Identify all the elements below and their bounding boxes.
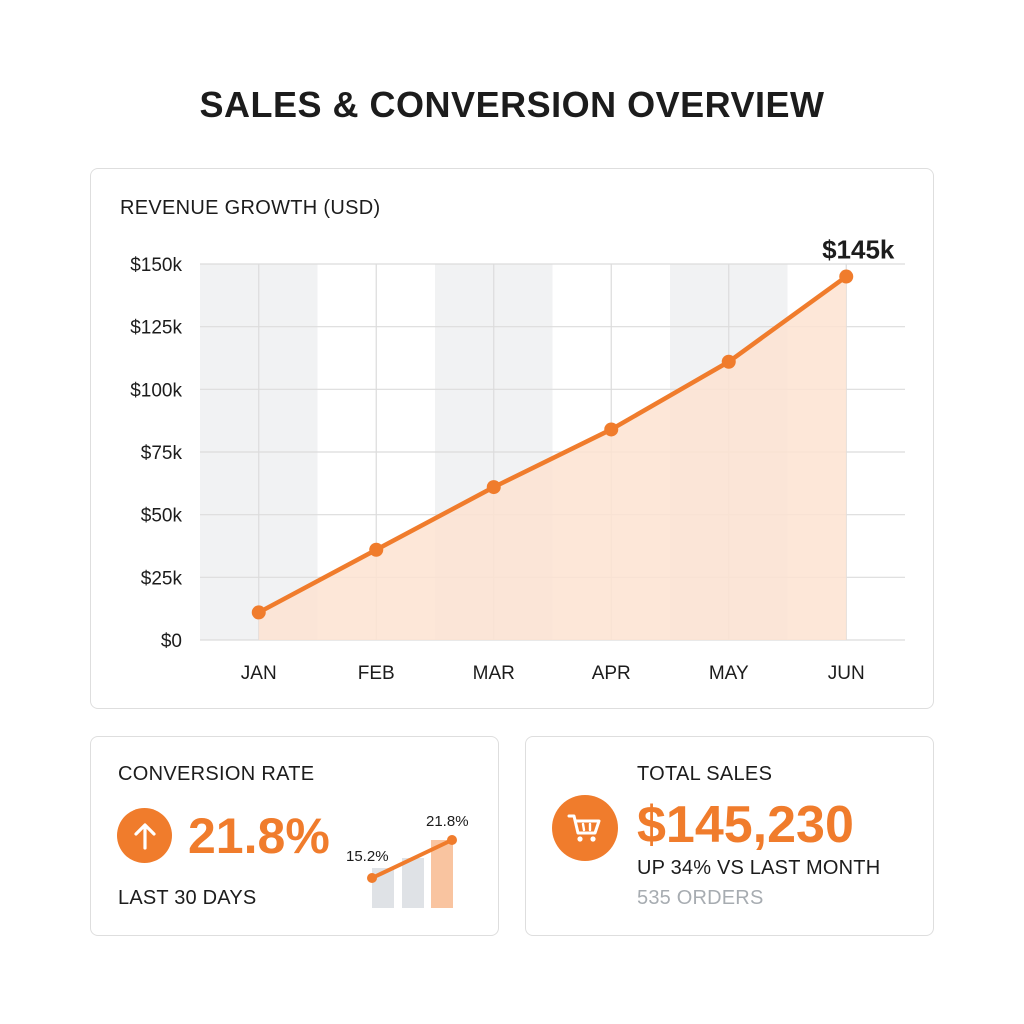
y-tick-label: $100k (130, 380, 182, 401)
x-tick-label: JAN (241, 663, 277, 684)
conversion-rate-value: 21.8% (188, 808, 330, 864)
data-point (486, 480, 501, 495)
y-tick-label: $125k (130, 318, 182, 339)
data-point (251, 605, 266, 620)
mini-bar (402, 858, 424, 908)
data-point (604, 422, 619, 437)
revenue-chart: $0 $25k $50k $75k $100k $125k $150k JAN FEB MAR A… (130, 235, 905, 684)
mini-trend-line (370, 838, 454, 880)
orders-count: 535 ORDERS (637, 887, 764, 909)
mini-end-point (447, 835, 457, 845)
total-sales-label: TOTAL SALES (637, 763, 773, 785)
revenue-line (256, 274, 849, 615)
y-tick-label: $150k (130, 255, 182, 276)
page-title: SALES & CONVERSION OVERVIEW (199, 84, 825, 125)
x-tick-label: FEB (358, 663, 395, 684)
shopping-cart-icon (552, 795, 618, 861)
x-tick-label: APR (592, 663, 631, 684)
data-point (839, 269, 854, 284)
y-tick-label: $75k (141, 443, 183, 464)
conversion-mini-chart: 15.2% 21.8% (346, 813, 469, 908)
peak-value-label: $145k (822, 235, 895, 265)
data-point (721, 354, 736, 369)
x-tick-label: MAY (709, 663, 749, 684)
y-tick-label: $0 (161, 631, 182, 652)
x-tick-label: JUN (828, 663, 865, 684)
arrow-up-icon (117, 808, 172, 863)
conversion-period: LAST 30 DAYS (118, 887, 257, 909)
mini-bar (372, 868, 394, 908)
conversion-rate-label: CONVERSION RATE (118, 763, 315, 785)
mini-start-point (367, 873, 377, 883)
data-point (369, 542, 384, 557)
y-tick-label: $25k (141, 568, 183, 589)
mini-start-label: 15.2% (346, 848, 389, 865)
chart-title: REVENUE GROWTH (USD) (120, 197, 381, 219)
mini-bar (431, 840, 453, 908)
y-tick-label: $50k (141, 506, 183, 527)
x-tick-label: MAR (473, 663, 515, 684)
sales-change: UP 34% VS LAST MONTH (637, 857, 881, 879)
mini-end-label: 21.8% (426, 813, 469, 830)
total-sales-value: $145,230 (637, 796, 854, 854)
